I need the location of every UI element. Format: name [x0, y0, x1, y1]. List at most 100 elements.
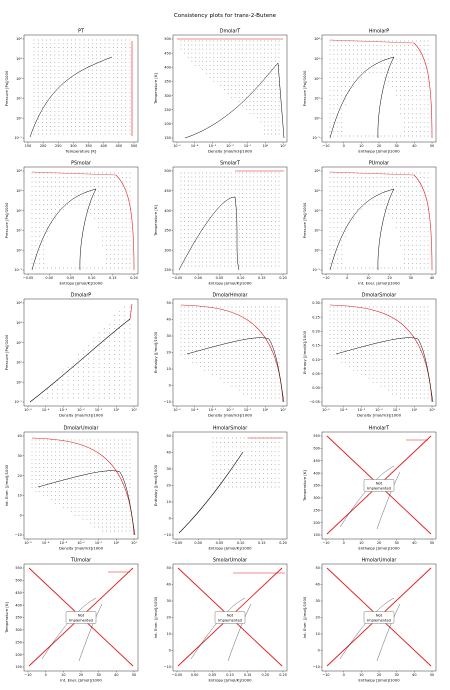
state-point: [119, 397, 121, 399]
state-point: [198, 265, 200, 267]
state-point: [242, 52, 244, 54]
state-point: [180, 196, 182, 198]
state-point: [83, 47, 85, 48]
state-point: [333, 204, 335, 206]
state-point: [419, 306, 421, 308]
state-point: [75, 54, 77, 56]
state-point: [117, 54, 118, 56]
state-point: [427, 389, 429, 391]
state-point: [55, 208, 56, 210]
state-point: [216, 72, 218, 74]
state-point: [245, 52, 247, 54]
state-point: [231, 85, 233, 86]
state-point: [46, 43, 47, 45]
state-point: [253, 113, 254, 115]
state-point: [404, 135, 405, 137]
state-point: [224, 81, 225, 82]
state-point: [75, 107, 77, 109]
state-point: [83, 81, 85, 82]
state-point: [249, 253, 251, 255]
state-point: [357, 45, 358, 46]
state-point: [333, 235, 335, 237]
state-point: [125, 111, 127, 112]
state-point: [72, 362, 74, 364]
state-point: [106, 443, 107, 445]
state-point: [180, 225, 182, 226]
state-point: [337, 181, 339, 183]
state-point: [361, 208, 362, 210]
state-point: [384, 318, 386, 320]
state-point: [278, 358, 280, 359]
state-point: [255, 338, 256, 340]
state-point: [235, 237, 236, 239]
state-point: [275, 245, 276, 247]
state-point: [104, 58, 106, 60]
state-point: [388, 365, 390, 367]
state-point: [88, 362, 90, 364]
state-point: [423, 103, 425, 105]
state-point: [223, 362, 225, 363]
state-point: [249, 89, 251, 90]
state-point: [37, 88, 39, 90]
state-point: [82, 495, 84, 496]
state-point: [368, 346, 370, 347]
state-point: [388, 72, 390, 74]
state-point: [57, 388, 59, 390]
state-point: [125, 463, 127, 465]
state-point: [47, 213, 49, 215]
state-point: [333, 67, 335, 69]
state-point: [113, 451, 115, 453]
state-point: [108, 111, 110, 112]
axes-frame: [172, 34, 288, 143]
state-point: [184, 40, 185, 42]
state-point: [274, 397, 276, 399]
state-point: [216, 192, 218, 194]
state-point: [46, 73, 47, 75]
state-point: [408, 358, 409, 359]
state-point: [187, 217, 189, 218]
state-point: [419, 389, 421, 391]
state-point: [121, 88, 123, 90]
state-point: [349, 199, 350, 201]
state-point: [345, 334, 347, 336]
state-point: [427, 362, 429, 363]
state-point: [415, 314, 417, 316]
state-point: [63, 447, 64, 449]
state-point: [264, 56, 265, 58]
state-point: [195, 188, 196, 190]
state-point: [129, 388, 131, 390]
state-point: [404, 103, 405, 105]
state-point: [249, 188, 251, 190]
state-point: [117, 502, 119, 504]
state-point: [74, 463, 76, 465]
state-point: [75, 39, 77, 41]
state-point: [87, 54, 89, 56]
state-point: [231, 60, 233, 62]
state-point: [129, 217, 131, 219]
state-point: [103, 354, 105, 356]
state-point: [121, 451, 123, 453]
state-point: [227, 81, 229, 82]
state-point: [195, 245, 196, 247]
state-point: [62, 103, 64, 105]
state-point: [31, 245, 33, 246]
state-point: [333, 45, 335, 46]
state-point: [110, 249, 111, 251]
state-point: [267, 105, 269, 107]
state-point: [100, 50, 102, 52]
state-point: [82, 195, 84, 196]
state-point: [79, 65, 81, 67]
state-point: [408, 113, 409, 114]
state-point: [408, 338, 409, 340]
state-point: [219, 310, 221, 312]
state-point: [71, 73, 72, 75]
state-point: [380, 186, 382, 187]
state-point: [187, 245, 189, 247]
state-point: [239, 350, 241, 351]
state-point: [423, 217, 425, 219]
state-point: [345, 208, 347, 210]
state-point: [341, 338, 343, 340]
state-point: [235, 377, 237, 379]
state-point: [333, 72, 335, 74]
state-point: [200, 358, 201, 359]
